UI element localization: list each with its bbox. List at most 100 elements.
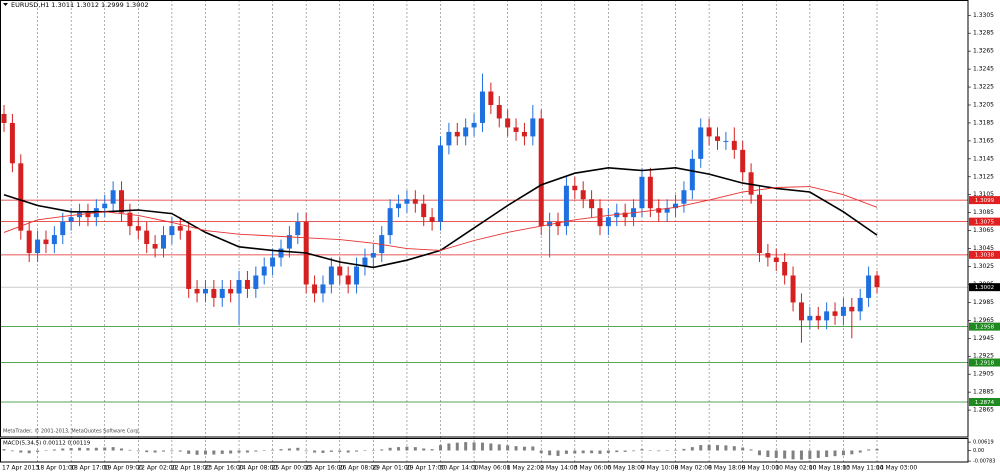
macd-bar <box>78 447 82 451</box>
macd-bar <box>279 449 283 451</box>
macd-bar <box>640 449 644 451</box>
macd-bar <box>61 448 65 451</box>
macd-bar <box>489 443 493 451</box>
chart-title: EURUSD,H1 1.3011 1.3012 1.2999 1.3002 <box>11 1 149 9</box>
macd-bar <box>363 450 367 451</box>
macd-bar <box>413 447 417 451</box>
x-tick-label: 29 Apr 01:00 <box>372 465 411 472</box>
macd-bar <box>120 448 124 451</box>
candle-body <box>488 91 494 105</box>
candle-body <box>790 275 796 303</box>
y-tick-label: 1.3245 <box>973 66 994 73</box>
macd-bar <box>506 445 510 451</box>
macd-bar <box>2 449 6 451</box>
macd-bar <box>749 449 753 451</box>
x-tick-label: 19 Apr 09:00 <box>104 465 143 472</box>
candle-body <box>328 266 334 285</box>
macd-bar <box>850 450 854 455</box>
macd-bar <box>145 450 149 453</box>
y-tick-label: 1.3025 <box>973 263 994 270</box>
x-tick-label: 23 Apr 16:00 <box>204 465 243 472</box>
y-tick-label: 1.3065 <box>973 227 994 234</box>
macd-bar <box>44 450 48 451</box>
level-label: 1.2874 <box>975 400 995 406</box>
candle-body <box>681 190 687 204</box>
candle-body <box>656 208 662 213</box>
y-tick-label: 1.3125 <box>973 173 994 180</box>
macd-bar <box>405 446 409 451</box>
macd-bar <box>598 450 602 454</box>
level-box <box>969 217 1000 226</box>
macd-bar <box>178 450 182 452</box>
macd-bar <box>439 445 442 451</box>
candle-body <box>463 127 469 137</box>
macd-bar <box>447 443 451 451</box>
x-tick-label: 25 Apr 00:00 <box>272 465 311 472</box>
macd-bar <box>615 450 619 453</box>
x-tick-label: 26 Apr 08:00 <box>339 465 378 472</box>
macd-bar <box>724 445 728 451</box>
macd-bar <box>455 442 459 451</box>
macd-bar <box>464 442 468 451</box>
candle-body <box>765 253 771 258</box>
level-label: 1.2918 <box>975 360 995 366</box>
candle-body <box>211 288 217 298</box>
macd-bar <box>799 450 803 460</box>
macd-bar <box>707 444 711 451</box>
y-tick-label: 1.3185 <box>973 119 994 126</box>
macd-bar <box>212 450 216 455</box>
macd-bar <box>665 450 669 451</box>
candle-body <box>362 257 368 267</box>
candle-body <box>798 302 804 321</box>
macd-bar <box>623 450 627 452</box>
macd-bar <box>36 450 40 452</box>
macd-bar <box>346 450 350 453</box>
macd-bar <box>161 450 165 452</box>
level-label: 1.3099 <box>975 198 995 204</box>
macd-bar <box>296 447 300 451</box>
candle-body <box>85 212 91 218</box>
candle-body <box>513 127 519 132</box>
y-tick-label: 1.2945 <box>973 335 994 342</box>
macd-bar <box>220 450 224 454</box>
candle-body <box>849 306 855 312</box>
level-label: 1.3002 <box>975 285 994 291</box>
candle-body <box>647 176 653 209</box>
y-tick-label: 1.3105 <box>973 191 994 198</box>
moving-average <box>3 186 878 251</box>
candle-body <box>202 288 208 294</box>
macd-bar <box>254 450 258 452</box>
candle-body <box>496 104 502 119</box>
candle-body <box>698 127 704 159</box>
y-tick-label: 1.3265 <box>973 48 994 55</box>
x-tick-label: 3 May 06:00 <box>574 465 612 472</box>
macd-bar <box>497 444 501 451</box>
menu-arrow[interactable] <box>3 3 8 6</box>
level-box <box>969 283 1000 292</box>
candle-body <box>639 176 645 209</box>
macd-bar <box>397 447 401 451</box>
level-box <box>969 398 1000 407</box>
candle-body <box>689 158 695 191</box>
y-tick-label: 1.2905 <box>973 371 994 378</box>
candle-body <box>572 185 578 191</box>
candle-body <box>756 194 762 254</box>
macd-bar <box>875 448 879 451</box>
macd-bar <box>716 445 720 451</box>
candle-body <box>387 208 393 236</box>
macd-bar <box>858 450 862 453</box>
candle-body <box>404 199 410 204</box>
candle-body <box>169 226 175 236</box>
macd-bar <box>94 447 98 451</box>
candle-body <box>18 163 24 231</box>
candle-body <box>236 279 242 294</box>
macd-bar <box>606 450 610 453</box>
candle-body <box>824 311 830 321</box>
candle-body <box>597 208 603 227</box>
macd-bar <box>539 450 543 454</box>
candle-body <box>286 235 292 249</box>
candle-body <box>773 257 779 263</box>
macd-bar <box>573 450 577 454</box>
candle-body <box>144 230 150 245</box>
macd-bar <box>329 450 333 452</box>
